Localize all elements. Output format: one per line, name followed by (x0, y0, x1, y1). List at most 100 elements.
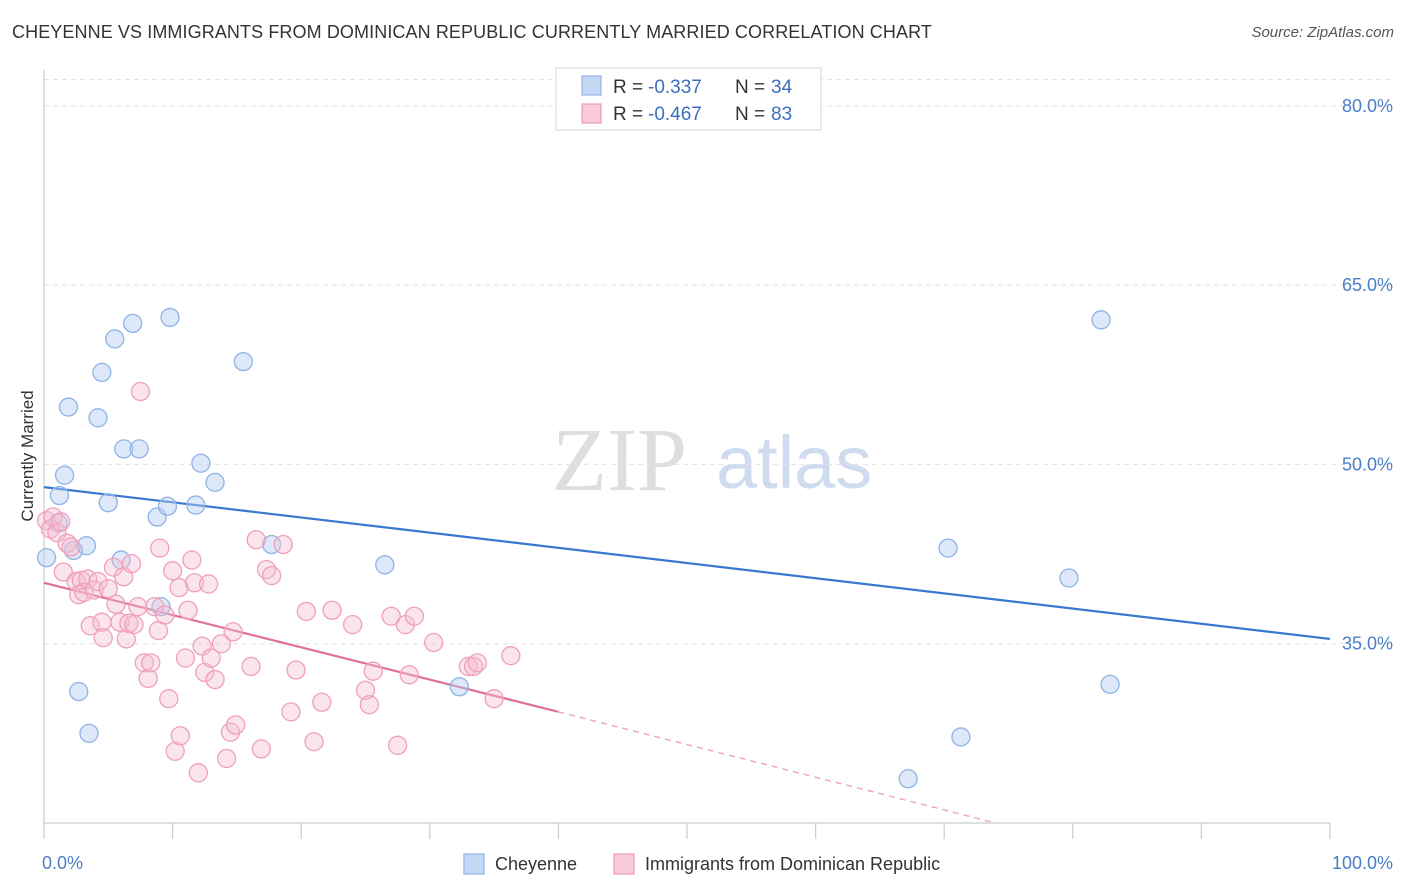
point-dominican (281, 702, 301, 722)
point-dominican (216, 748, 237, 769)
legend-swatch-dominican (581, 103, 602, 124)
watermark-zip: ZIP (552, 411, 687, 510)
point-dominican (404, 606, 425, 626)
point-dominican (162, 561, 183, 581)
bottom-legend-swatch-cheyenne (463, 853, 485, 875)
point-cheyenne (191, 453, 211, 473)
x-tick-label: 0.0% (42, 853, 83, 873)
watermark-atlas: atlas (716, 421, 872, 504)
point-dominican (399, 665, 419, 685)
point-dominican (198, 574, 219, 594)
legend-r-label-dominican: R = (613, 104, 643, 125)
trend-line-cheyenne (43, 486, 1331, 641)
data-points (36, 307, 1120, 789)
point-cheyenne (951, 727, 971, 747)
axes (43, 70, 1331, 839)
bottom-legend-label-dominican: Immigrants from Dominican Republic (645, 854, 940, 874)
point-cheyenne (160, 307, 180, 328)
point-dominican (205, 669, 225, 690)
point-cheyenne (105, 329, 125, 349)
trend-line-dominican-extension (558, 711, 996, 824)
watermark: ZIP atlas (552, 411, 872, 510)
legend-n-value-cheyenne: 34 (771, 77, 793, 98)
point-dominican (53, 562, 73, 582)
point-dominican (188, 763, 208, 783)
point-dominican (141, 653, 161, 673)
correlation-legend: R = -0.337 N = 34 R = -0.467 N = 83 (555, 67, 822, 131)
y-axis-label: Currently Married (18, 390, 37, 521)
bottom-legend-swatch-dominican (613, 853, 635, 875)
point-dominican (312, 692, 332, 712)
point-dominican (88, 571, 108, 592)
point-dominican (184, 573, 205, 593)
point-dominican (169, 577, 189, 598)
point-cheyenne (36, 548, 57, 568)
point-dominican (124, 614, 144, 635)
point-cheyenne (898, 769, 918, 789)
point-dominican (387, 735, 408, 755)
point-dominican (155, 605, 175, 625)
point-dominican (150, 538, 170, 558)
point-cheyenne (49, 485, 70, 506)
point-dominican (223, 622, 243, 642)
point-cheyenne (58, 397, 79, 417)
point-cheyenne (375, 555, 395, 575)
x-tick-labels: 0.0% 100.0% (42, 853, 1393, 873)
point-dominican (355, 680, 376, 700)
series-legend: Cheyenne Immigrants from Dominican Repub… (463, 853, 940, 875)
bottom-legend-label-cheyenne: Cheyenne (495, 854, 577, 874)
point-dominican (165, 741, 185, 761)
point-dominican (251, 739, 271, 759)
point-dominican (182, 550, 202, 570)
legend-n-label-dominican: N = (735, 104, 765, 125)
legend-r-value-dominican: -0.467 (648, 104, 702, 125)
point-dominican (130, 381, 151, 402)
point-cheyenne (205, 472, 225, 493)
point-dominican (225, 715, 246, 735)
point-dominican (106, 594, 126, 614)
point-dominican (363, 661, 383, 681)
point-cheyenne (1100, 674, 1120, 695)
legend-r-label-cheyenne: R = (613, 77, 643, 98)
point-dominican (342, 614, 363, 635)
point-dominican (381, 606, 401, 626)
point-dominican (484, 689, 504, 709)
chart-title: CHEYENNE VS IMMIGRANTS FROM DOMINICAN RE… (12, 22, 932, 42)
point-cheyenne (186, 495, 206, 515)
point-dominican (51, 512, 71, 532)
point-dominican (286, 660, 306, 680)
point-dominican (322, 600, 342, 620)
point-dominican (178, 600, 198, 620)
point-cheyenne (79, 723, 99, 744)
point-cheyenne (129, 439, 149, 459)
point-cheyenne (92, 362, 112, 383)
point-dominican (61, 537, 81, 557)
point-cheyenne (54, 465, 75, 485)
point-cheyenne (123, 313, 143, 334)
point-dominican (501, 646, 521, 666)
point-dominican (261, 565, 282, 586)
point-dominican (93, 628, 113, 648)
y-tick-label: 80.0% (1342, 96, 1393, 116)
point-dominican (304, 732, 324, 752)
point-dominican (201, 648, 221, 668)
point-dominican (134, 653, 154, 673)
trend-lines (43, 486, 1331, 824)
legend-n-label-cheyenne: N = (735, 77, 765, 98)
point-dominican (211, 634, 232, 654)
point-cheyenne (114, 439, 134, 459)
point-dominican (170, 726, 190, 746)
point-dominican (121, 553, 142, 574)
point-cheyenne (1091, 310, 1111, 330)
x-tick-label: 100.0% (1332, 853, 1393, 873)
point-dominican (128, 597, 148, 617)
source-credit: Source: ZipAtlas.com (1251, 24, 1394, 41)
y-tick-label: 50.0% (1342, 454, 1393, 474)
point-cheyenne (111, 550, 131, 570)
point-dominican (138, 668, 158, 689)
legend-r-value-cheyenne: -0.337 (648, 77, 702, 98)
y-tick-label: 35.0% (1342, 634, 1393, 654)
point-dominican (175, 648, 196, 668)
point-dominican (256, 559, 277, 580)
point-dominican (273, 534, 293, 555)
